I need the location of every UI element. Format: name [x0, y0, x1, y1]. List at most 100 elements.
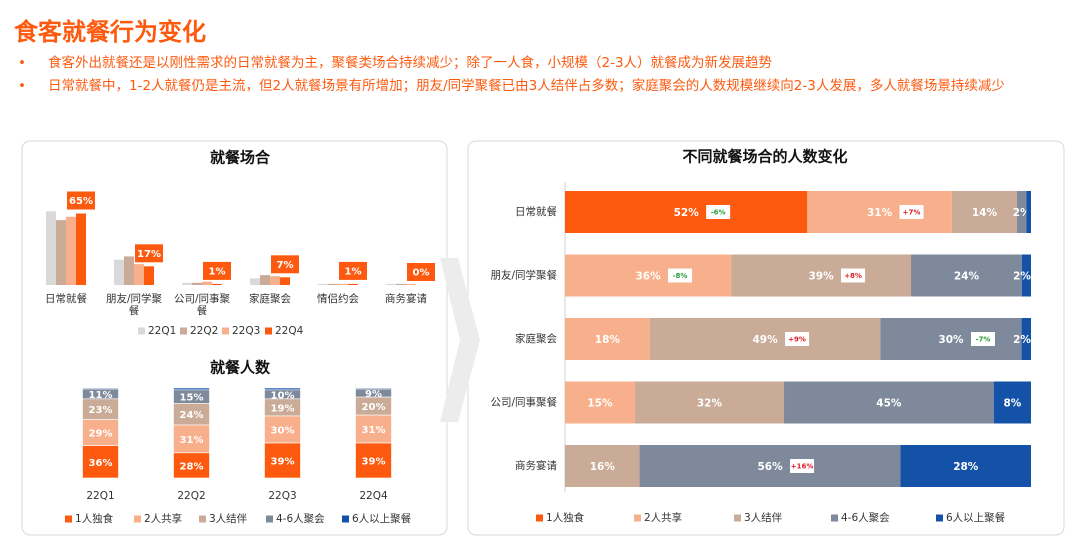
- change-label: -7%: [976, 336, 991, 344]
- bar-segment: [82, 419, 119, 446]
- y-tick-label: 朋友/同学聚餐: [490, 269, 557, 282]
- page-title: 食客就餐行为变化: [14, 18, 206, 46]
- value-label: 36%: [635, 271, 661, 283]
- value-label-box: [135, 244, 163, 263]
- x-tick-label: 22Q2: [177, 490, 205, 502]
- bar: [328, 283, 338, 285]
- value-label: 2%: [1013, 271, 1031, 283]
- bar-segment: [173, 424, 210, 454]
- change-box: [970, 332, 995, 346]
- legend-label: 2人共享: [144, 512, 182, 525]
- legend-label: 22Q3: [232, 325, 260, 337]
- bar: [134, 264, 144, 285]
- value-label: 36%: [89, 458, 113, 469]
- legend-swatch: [222, 327, 229, 335]
- bar: [406, 283, 416, 285]
- legend-label: 3人结伴: [209, 512, 248, 525]
- x-tick-label: 公司/同事聚餐: [173, 293, 231, 317]
- legend-swatch: [266, 515, 273, 523]
- value-label: 19%: [271, 403, 295, 414]
- bar: [280, 277, 290, 285]
- bar-segment: [1021, 254, 1031, 297]
- change-box: [785, 332, 810, 346]
- legend-swatch: [634, 514, 641, 522]
- bar-segment: [264, 442, 301, 479]
- value-label-box: [339, 261, 367, 280]
- value-label: 65%: [69, 196, 93, 207]
- bar: [386, 283, 396, 285]
- value-label: 9%: [365, 389, 382, 400]
- bar-segment: [82, 387, 119, 390]
- change-label: +7%: [903, 209, 921, 217]
- bar-segment: [900, 445, 1031, 487]
- change-box: [790, 459, 815, 473]
- x-tick-label: 商务宴请: [385, 293, 427, 305]
- bar-segment: [634, 381, 785, 424]
- value-label: 31%: [180, 435, 204, 446]
- legend-swatch: [265, 327, 272, 335]
- bar-segment: [639, 445, 901, 487]
- bar-segment: [784, 381, 994, 424]
- change-label: +9%: [788, 336, 806, 344]
- change-label: -6%: [711, 209, 726, 217]
- legend-swatch: [138, 327, 145, 335]
- value-label: 23%: [89, 405, 113, 416]
- legend-label: 1人独食: [546, 511, 585, 524]
- y-tick-label: 日常就餐: [515, 205, 557, 218]
- bar: [56, 220, 66, 285]
- legend-label: 1人独食: [75, 512, 114, 525]
- legend-label: 6人以上聚餐: [352, 512, 412, 525]
- bar: [192, 282, 202, 285]
- y-tick-label: 商务宴请: [515, 459, 557, 472]
- value-label: 1%: [345, 266, 362, 277]
- value-label: 30%: [938, 334, 964, 346]
- y-tick-label: 家庭聚会: [515, 332, 557, 345]
- x-tick-label: 日常就餐: [45, 293, 87, 305]
- legend-label: 4-6人聚会: [841, 511, 890, 524]
- x-tick-label: 22Q4: [359, 490, 388, 502]
- bar: [182, 282, 192, 285]
- legend-label: 22Q2: [190, 325, 218, 337]
- value-label: 15%: [587, 398, 613, 410]
- bullet: 食客外出就餐还是以刚性需求的日常就餐为主，聚餐类场合持续减少；除了一人食，小规模…: [18, 54, 1048, 72]
- value-label: 30%: [271, 425, 295, 436]
- value-label: 1%: [209, 266, 226, 277]
- bar-segment: [264, 387, 301, 391]
- bar-segment: [565, 445, 640, 487]
- legend-label: 6人以上聚餐: [946, 511, 1006, 524]
- value-label: 39%: [271, 456, 295, 467]
- value-label: 2%: [1013, 334, 1031, 346]
- legend-swatch: [734, 514, 741, 522]
- x-tick-label: 家庭聚会: [249, 293, 291, 305]
- value-label: 11%: [89, 390, 113, 401]
- legend-swatch: [831, 514, 838, 522]
- value-label-box: [203, 261, 231, 280]
- x-tick-label: 22Q1: [86, 490, 114, 502]
- bar: [46, 211, 56, 285]
- change-label: +8%: [844, 272, 862, 280]
- value-label: 29%: [89, 429, 113, 440]
- change-box: [706, 205, 731, 219]
- bar: [114, 259, 124, 285]
- value-label: 45%: [876, 398, 902, 410]
- value-label: 32%: [697, 398, 723, 410]
- bar-segment: [1017, 191, 1027, 233]
- x-tick-label: 22Q3: [268, 490, 296, 502]
- value-label: 20%: [362, 402, 386, 413]
- bar: [124, 256, 134, 285]
- value-label: 18%: [595, 334, 621, 346]
- change-label: -8%: [673, 272, 688, 280]
- panel: [21, 140, 448, 536]
- change-box: [668, 268, 693, 283]
- bar-segment: [565, 318, 650, 360]
- bar: [144, 266, 154, 285]
- bar: [348, 283, 358, 285]
- x-tick-label: 情侣约会: [317, 293, 359, 305]
- value-label: 17%: [137, 249, 161, 260]
- value-label-box: [67, 191, 95, 210]
- bar: [202, 281, 212, 285]
- bar-segment: [565, 191, 808, 233]
- bullet: 日常就餐中，1-2人就餐仍是主流，但2人就餐场景有所增加；朋友/同学聚餐已由3人…: [18, 77, 1048, 95]
